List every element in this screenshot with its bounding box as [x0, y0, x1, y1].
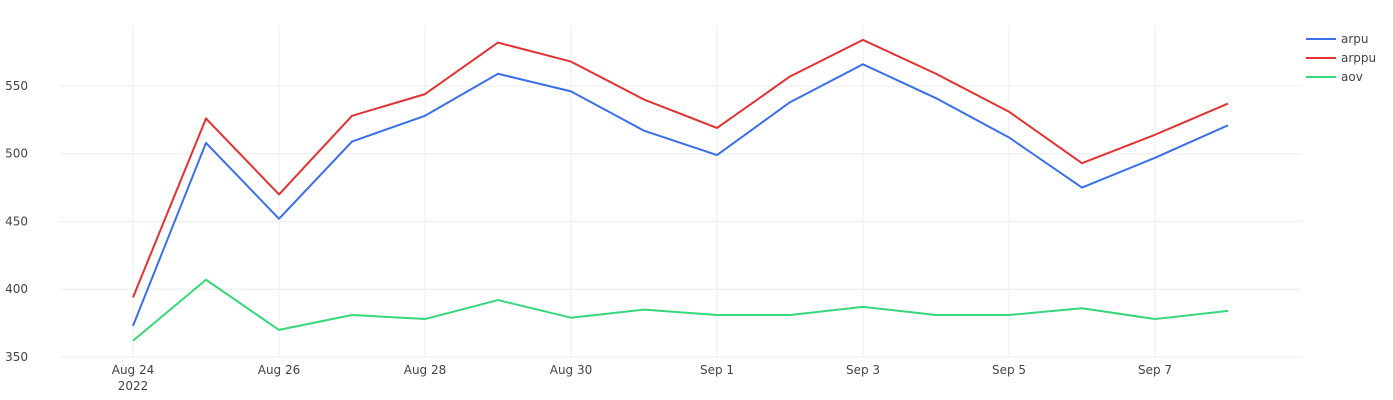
legend-label: arppu — [1341, 51, 1376, 65]
series-line-aov — [132, 278, 1229, 342]
y-tick-label: 350 — [5, 350, 28, 364]
legend[interactable]: arpu arppu aov — [1306, 32, 1376, 84]
x-tick-label: Aug 30 — [550, 363, 593, 377]
x-tick-label: Aug 24 — [112, 363, 155, 377]
legend-item-arpu[interactable]: arpu — [1306, 32, 1369, 46]
y-tick-label: 400 — [5, 282, 28, 296]
legend-item-aov[interactable]: aov — [1306, 70, 1363, 84]
axis-ticks: 350 400 450 500 550 Aug 24 2022 Aug 26 Aug 28 Aug… — [5, 79, 1172, 393]
y-tick-label: 500 — [5, 147, 28, 161]
series-line-arppu — [132, 38, 1229, 298]
legend-label: aov — [1341, 70, 1363, 84]
y-tick-label: 550 — [5, 79, 28, 93]
grid — [60, 25, 1301, 358]
x-tick-year-label: 2022 — [118, 379, 149, 393]
x-tick-label: Sep 1 — [700, 363, 734, 377]
series-lines — [132, 38, 1229, 342]
x-tick-label: Sep 7 — [1138, 363, 1172, 377]
legend-label: arpu — [1341, 32, 1369, 46]
legend-item-arppu[interactable]: arppu — [1306, 51, 1376, 65]
x-tick-label: Sep 5 — [992, 363, 1026, 377]
x-tick-label: Aug 26 — [258, 363, 301, 377]
x-tick-label: Sep 3 — [846, 363, 880, 377]
x-tick-label: Aug 28 — [404, 363, 447, 377]
series-line-arpu — [132, 63, 1229, 327]
y-tick-label: 450 — [5, 214, 28, 228]
